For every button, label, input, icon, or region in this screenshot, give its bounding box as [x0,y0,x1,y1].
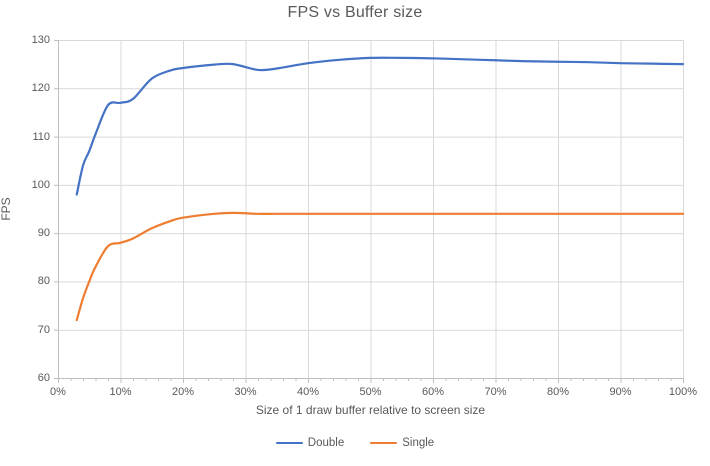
x-tick-label: 40% [296,386,320,398]
x-tick-label: 60% [421,386,445,398]
single-series-line [75,211,685,322]
x-tick-label: 20% [171,386,195,398]
chart-legend: Double Single [0,437,710,449]
x-tick-label: 100% [668,386,698,398]
y-tick-label: 100 [31,178,50,191]
legend-label-single: Single [402,437,435,449]
axis-lines [58,40,683,379]
y-tick-label: 60 [37,372,50,384]
legend-item-single: Single [370,437,434,449]
x-tick-label: 30% [234,386,257,398]
legend-label-double: Double [307,437,345,449]
gridlines [58,40,684,378]
double-series-line-swatch [275,441,303,445]
double-series-line [75,56,685,196]
x-tick-label: 80% [546,386,570,398]
y-tick-label: 90 [37,227,50,240]
y-tick-label: 70 [37,323,50,336]
x-tick-label: 0% [50,386,66,398]
x-tick-label: 50% [359,386,382,398]
y-tick-label: 80 [37,275,50,288]
chart-title: FPS vs Buffer size [287,4,423,21]
x-tick-label: 70% [484,386,507,398]
y-tick-label: 130 [31,34,50,46]
x-axis-title: Size of 1 draw buffer relative to screen… [255,403,486,417]
x-tick-label: 10% [109,386,132,398]
axis-ticks [54,40,684,383]
y-axis-title: FPS [0,197,13,221]
x-tick-label: 90% [609,386,632,398]
y-tick-label: 120 [31,82,50,95]
legend-item-double: Double [275,437,345,449]
y-tick-label: 110 [32,130,50,143]
single-series-line-swatch [370,441,398,445]
